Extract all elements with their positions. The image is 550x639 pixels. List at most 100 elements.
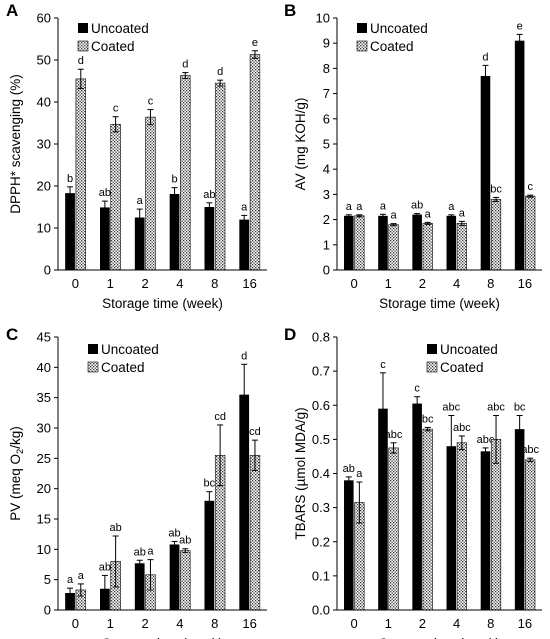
bar-uncoated [446, 446, 457, 610]
significance-label: d [78, 55, 84, 67]
legend-swatch [77, 40, 89, 52]
significance-label: abc [442, 401, 460, 413]
bar-uncoated [446, 215, 457, 270]
error-bar [147, 559, 154, 591]
error-bar [414, 396, 421, 411]
x-tick-label: 8 [211, 276, 218, 291]
bar-uncoated [412, 214, 422, 270]
error-bar [182, 72, 189, 79]
significance-label: ab [203, 189, 215, 201]
bar-coated [180, 75, 191, 271]
y-tick-label: 10 [316, 11, 330, 26]
significance-label: ab [134, 546, 146, 558]
bar-coated [422, 223, 433, 271]
x-tick-label: 16 [518, 276, 532, 291]
y-tick-label: 0 [44, 263, 51, 278]
significance-label: cd [249, 426, 261, 438]
error-bar [67, 186, 74, 200]
significance-label: a [356, 468, 363, 480]
x-tick-label: 2 [419, 616, 426, 631]
bar-uncoated [134, 217, 145, 270]
significance-label: ab [110, 522, 122, 534]
x-tick-label: 16 [242, 276, 256, 291]
legend: Uncoated Coated [87, 342, 159, 375]
x-tick-label: 0 [350, 276, 357, 291]
error-bar [112, 116, 119, 133]
x-tick-label: 1 [107, 616, 114, 631]
x-tick-label: 8 [487, 276, 494, 291]
y-tick-label: 45 [37, 330, 51, 345]
error-bar [217, 424, 224, 487]
bar-coated [490, 439, 502, 611]
legend-swatch [426, 361, 438, 373]
y-tick-label: 0 [323, 263, 330, 278]
error-bar [251, 439, 258, 471]
y-tick-label: 8 [323, 61, 330, 76]
y-tick-label: 15 [37, 512, 51, 527]
bar-uncoated [378, 408, 388, 610]
x-tick-label: 8 [487, 616, 494, 631]
bar-uncoated [204, 207, 215, 270]
error-bar [516, 33, 523, 48]
bar-uncoated [134, 563, 145, 610]
significance-label: d [217, 66, 223, 78]
significance-label: d [241, 350, 247, 362]
bar-uncoated [514, 40, 525, 271]
significance-label: d [482, 51, 488, 63]
legend: Uncoated Coated [426, 342, 498, 375]
y-tick-label: 9 [323, 36, 330, 51]
significance-label: a [241, 201, 248, 213]
significance-label: ab [168, 527, 180, 539]
error-bar [482, 447, 489, 456]
x-tick-label: 4 [453, 616, 460, 631]
x-tick-label: 16 [242, 616, 256, 631]
y-tick-label: 30 [37, 421, 51, 436]
x-tick-label: 4 [176, 616, 183, 631]
significance-label: abc [487, 401, 505, 413]
legend-swatch [427, 344, 437, 354]
bar-uncoated [99, 207, 110, 270]
bar-coated [422, 428, 433, 611]
y-tick-label: 5 [44, 572, 51, 587]
significance-label: a [356, 201, 363, 213]
y-tick-label: 0.6 [312, 398, 330, 413]
y-tick-label: 5 [323, 137, 330, 152]
bar-coated [180, 550, 191, 611]
significance-label: a [137, 195, 144, 207]
significance-label: abc [453, 422, 471, 434]
y-tick-label: 0.3 [312, 500, 330, 515]
error-bar [67, 587, 74, 599]
bar-uncoated [239, 394, 250, 610]
y-tick-label: 0.2 [312, 534, 330, 549]
y-tick-label: 60 [37, 11, 51, 26]
significance-label: a [346, 201, 353, 213]
error-bar [414, 213, 421, 217]
x-tick-label: 16 [518, 616, 532, 631]
y-tick-label: 10 [37, 542, 51, 557]
bar-uncoated [204, 500, 215, 610]
x-tick-label: 1 [385, 616, 392, 631]
significance-label: a [390, 210, 397, 222]
error-bar [217, 79, 224, 87]
legend-label: Coated [101, 360, 145, 375]
x-tick-label: 0 [72, 276, 79, 291]
significance-label: bc [422, 413, 434, 425]
bar-uncoated [514, 429, 525, 610]
significance-label: b [67, 173, 73, 185]
legend-label: Coated [370, 39, 414, 54]
significance-label: bc [490, 183, 502, 195]
significance-label: a [78, 570, 85, 582]
significance-label: cd [214, 411, 226, 423]
x-axis-label: Storage time (week) [379, 296, 500, 311]
bar-coated [249, 454, 261, 611]
bar-uncoated [412, 403, 422, 610]
error-bar [356, 214, 363, 218]
error-bar [458, 220, 465, 226]
bar-uncoated [378, 215, 388, 270]
significance-label: a [448, 201, 455, 213]
legend: Uncoated Coated [356, 21, 428, 54]
error-bar [171, 540, 178, 549]
x-axis-label: Storage time (week) [102, 296, 223, 311]
bar-uncoated [344, 215, 354, 270]
